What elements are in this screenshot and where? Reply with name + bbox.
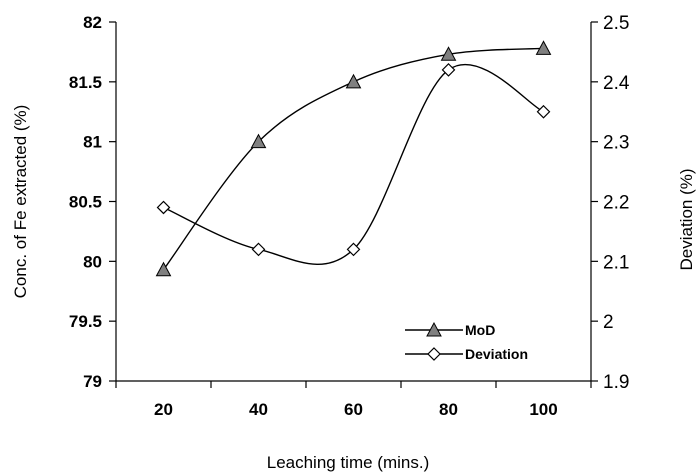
y2-tick-label: 2.2	[603, 193, 629, 214]
x-axis-title: Leaching time (mins.)	[267, 453, 430, 472]
y2-tick-label: 2.1	[603, 252, 629, 273]
point-mod	[535, 40, 552, 55]
point-mod	[345, 73, 362, 89]
y-axis-title: Conc. of Fe extracted (%)	[11, 105, 30, 299]
y-tick-label: 82	[83, 13, 102, 32]
x-tick-label: 20	[154, 400, 173, 419]
point-deviation	[346, 242, 361, 257]
point-mod	[440, 46, 457, 61]
series-line-deviation	[163, 63, 544, 266]
legend: MoD Deviation	[405, 321, 528, 362]
y-tick-label: 80	[83, 252, 102, 271]
legend-label-deviation: Deviation	[465, 346, 528, 362]
legend-label-mod: MoD	[465, 322, 495, 338]
x-tick-label: 100	[529, 400, 557, 419]
series-markers	[155, 40, 552, 277]
point-mod	[250, 133, 267, 149]
y2-tick-label: 2.4	[603, 73, 630, 94]
y2-axis-title: Deviation (%)	[677, 168, 696, 270]
point-deviation	[441, 63, 456, 77]
y2-tick-label: 2	[603, 312, 614, 333]
y2-tick-label: 2.5	[603, 13, 629, 34]
y-tick-label: 81	[83, 133, 102, 152]
y-tick-label: 79.5	[69, 312, 102, 331]
y-tick-label: 81.5	[69, 73, 102, 92]
x-tick-label: 40	[249, 400, 268, 419]
x-tick-label: 60	[344, 400, 363, 419]
legend-marker-deviation	[427, 347, 441, 361]
y2-tick-label: 2.3	[603, 133, 629, 154]
y-tick-label: 79	[83, 372, 102, 391]
point-deviation	[536, 104, 551, 119]
legend-marker-mod	[426, 321, 442, 337]
series-line-mod	[162, 47, 544, 271]
axes: 79 79.5 80 80.5 81 81.5 82 1.9 2 2.1 2.2 2.3 2.4 2.5 2…	[69, 13, 630, 419]
x-tick-label: 80	[439, 400, 458, 419]
point-deviation	[156, 200, 171, 215]
y-tick-label: 80.5	[69, 193, 102, 212]
series-curves	[162, 47, 544, 271]
point-deviation	[251, 242, 266, 257]
point-mod	[155, 261, 172, 277]
y2-tick-label: 1.9	[603, 372, 629, 393]
